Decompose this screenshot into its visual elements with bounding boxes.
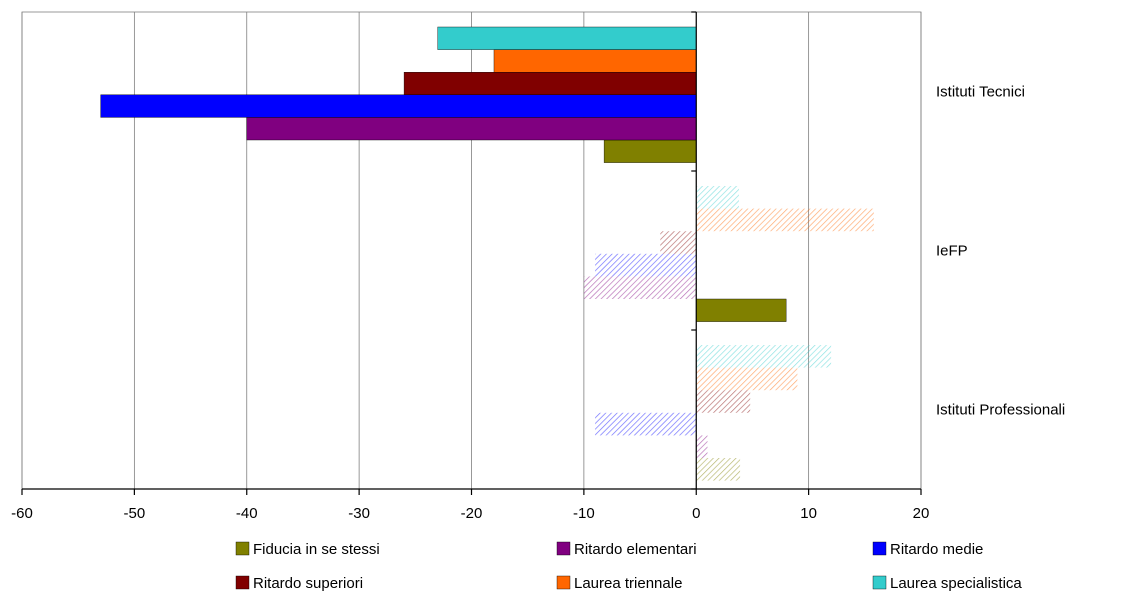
- legend-swatch: [556, 575, 571, 590]
- legend-swatch: [872, 541, 887, 556]
- legend-label: Laurea triennale: [574, 575, 682, 592]
- category-label-istituti-tecnici: Istituti Tecnici: [936, 84, 1025, 101]
- x-tick-labels: -60 -50 -40 -30 -20 -10 0 10 20: [11, 505, 929, 522]
- bar-istituti-professionali-ritardo-medie: [595, 412, 697, 436]
- legend-swatch: [235, 575, 250, 590]
- x-tick-label: -50: [124, 505, 146, 522]
- legend-item-laurea-specialistica: Laurea specialistica: [872, 575, 1022, 592]
- legend-item-ritardo-medie: Ritardo medie: [872, 541, 983, 558]
- bar-iefp-laurea-specialistica: [696, 186, 739, 209]
- bar-istituti-tecnici-laurea-triennale: [493, 49, 697, 73]
- legend-item-ritardo-elementari: Ritardo elementari: [556, 541, 697, 558]
- bars: [100, 26, 874, 481]
- legend-swatch: [235, 541, 250, 556]
- bar-istituti-tecnici-ritardo-medie: [100, 94, 697, 118]
- bar-istituti-tecnici-ritardo-superiori: [403, 71, 697, 95]
- legend: Fiducia in se stessi Ritardo elementari Ri…: [235, 541, 1022, 592]
- legend-item-fiducia-in-se-stessi: Fiducia in se stessi: [235, 541, 380, 558]
- bar-iefp-ritardo-elementari: [583, 276, 697, 299]
- legend-swatch: [556, 541, 571, 556]
- legend-item-ritardo-superiori: Ritardo superiori: [235, 575, 363, 592]
- bar-istituti-professionali-laurea-specialistica: [696, 345, 832, 368]
- legend-label: Laurea specialistica: [890, 575, 1022, 592]
- x-tick-label: -20: [461, 505, 483, 522]
- x-tick-label: -40: [236, 505, 258, 522]
- axes: [21, 11, 922, 495]
- bar-istituti-tecnici-fiducia-in-se-stessi: [603, 139, 697, 163]
- bar-istituti-professionali-fiducia-in-se-stessi: [696, 458, 741, 481]
- bar-iefp-fiducia-in-se-stessi: [696, 298, 787, 322]
- category-labels: Istituti Tecnici IeFP Istituti Professiona…: [936, 84, 1065, 419]
- legend-label: Ritardo medie: [890, 541, 983, 558]
- bar-istituti-professionali-laurea-triennale: [696, 367, 798, 391]
- category-label-istituti-professionali: Istituti Professionali: [936, 402, 1065, 419]
- legend-label: Ritardo elementari: [574, 541, 697, 558]
- legend-label: Fiducia in se stessi: [253, 541, 380, 558]
- x-tick-label: 10: [800, 505, 817, 522]
- bar-istituti-professionali-ritardo-elementari: [696, 435, 708, 458]
- legend-label: Ritardo superiori: [253, 575, 363, 592]
- bar-istituti-professionali-ritardo-superiori: [696, 390, 751, 413]
- x-tick-label: -30: [348, 505, 370, 522]
- bar-iefp-ritardo-medie: [595, 253, 697, 277]
- category-label-iefp: IeFP: [936, 243, 968, 260]
- x-tick-label: -60: [11, 505, 33, 522]
- legend-item-laurea-triennale: Laurea triennale: [556, 575, 682, 592]
- bar-istituti-tecnici-ritardo-elementari: [246, 117, 697, 141]
- x-tick-label: 20: [913, 505, 930, 522]
- legend-swatch: [872, 575, 887, 590]
- bar-istituti-tecnici-laurea-specialistica: [437, 26, 697, 50]
- bar-iefp-laurea-triennale: [696, 208, 874, 232]
- bar-iefp-ritardo-superiori: [660, 231, 697, 254]
- x-tick-label: -10: [573, 505, 595, 522]
- x-tick-label: 0: [692, 505, 700, 522]
